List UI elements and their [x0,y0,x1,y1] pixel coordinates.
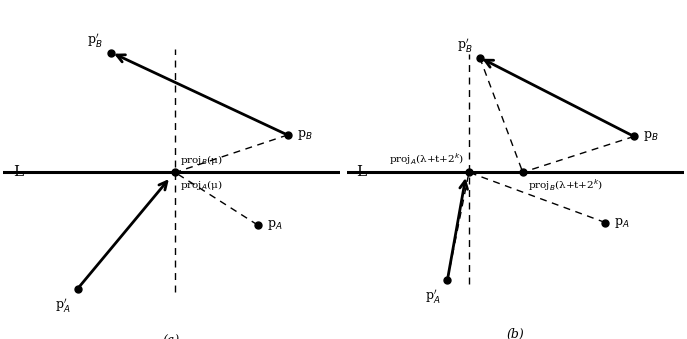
Text: p$_A$: p$_A$ [614,216,629,230]
Text: (b): (b) [507,327,524,339]
Text: L: L [12,165,23,179]
Text: p$_B'$: p$_B'$ [87,31,102,49]
Text: L: L [357,165,366,179]
Text: p$_B$: p$_B$ [297,128,312,142]
Text: (a): (a) [163,335,180,339]
Text: p$_B'$: p$_B'$ [457,36,473,54]
Text: proj$_B$(λ+t+2$^k$): proj$_B$(λ+t+2$^k$) [528,177,603,193]
Text: p$_A'$: p$_A'$ [55,296,70,314]
Text: p$_A$: p$_A$ [267,218,282,232]
Text: proj$_A$(μ): proj$_A$(μ) [181,178,223,192]
Text: p$_A'$: p$_A'$ [425,287,440,305]
Text: proj$_A$(λ+t+2$^k$): proj$_A$(λ+t+2$^k$) [389,152,464,167]
Text: proj$_B$(μ): proj$_B$(μ) [181,153,223,167]
Text: p$_B$: p$_B$ [642,129,658,143]
